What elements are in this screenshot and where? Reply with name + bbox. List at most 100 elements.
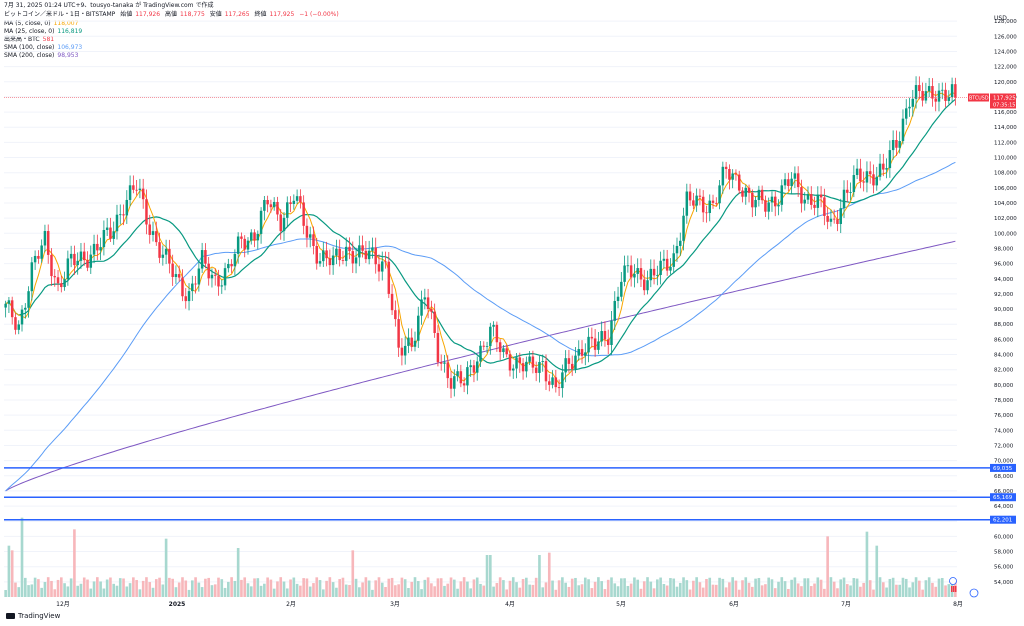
candle-body xyxy=(246,240,250,250)
candle-body xyxy=(715,202,718,204)
volume-bar xyxy=(819,579,823,597)
candle-body xyxy=(322,250,325,262)
volume-bar xyxy=(37,579,40,597)
candle-body xyxy=(606,339,610,345)
candle-body xyxy=(276,201,279,215)
volume-bar xyxy=(459,581,463,597)
candle-body xyxy=(665,258,669,271)
candle-body xyxy=(371,247,374,251)
candle-body xyxy=(56,277,60,284)
volume-bar xyxy=(410,581,414,597)
candle-body xyxy=(439,362,443,364)
candle-body xyxy=(626,265,630,267)
volume-bar xyxy=(737,589,741,597)
volume-bar xyxy=(315,577,319,597)
volume-bar xyxy=(734,580,738,597)
candle-body xyxy=(751,192,754,208)
candle-body xyxy=(767,202,770,212)
volume-bar xyxy=(832,581,836,597)
volume-bar xyxy=(312,583,315,597)
candle-body xyxy=(122,214,125,216)
ohlc-legend[interactable]: ビットコイン／米ドル・1日・BITSTAMP 始値 117,926 高値 118,7… xyxy=(4,11,342,19)
tradingview-logo[interactable]: TradingView xyxy=(6,612,60,620)
volume-bar xyxy=(770,579,774,597)
volume-bar xyxy=(551,580,554,597)
event-flag-icon xyxy=(951,586,953,592)
volume-bar xyxy=(724,587,728,597)
level-price-text: 65,169 xyxy=(993,495,1013,501)
volume-bar xyxy=(672,578,676,597)
candle-body xyxy=(207,263,210,279)
indicator-value: 116,819 xyxy=(57,28,83,35)
candle-body xyxy=(806,194,810,200)
candle-body xyxy=(826,215,829,222)
candle-body xyxy=(27,291,30,308)
candle-body xyxy=(331,255,335,266)
candle-body xyxy=(279,214,282,232)
candle-body xyxy=(780,185,784,205)
volume-bar xyxy=(66,586,70,597)
last-price-tag xyxy=(990,93,1016,109)
change-value: −1 (−0.00%) xyxy=(299,11,339,18)
volume-bar xyxy=(46,577,50,597)
volume-bar xyxy=(125,586,129,597)
volume-bar xyxy=(236,548,240,597)
volume-bar xyxy=(692,580,695,597)
candle-body xyxy=(898,141,901,148)
candle-body xyxy=(597,341,600,350)
indicator-sma100[interactable]: SMA (100, close) 106,973 xyxy=(4,44,85,52)
candle-body xyxy=(403,345,407,356)
level-price-text: 62,201 xyxy=(993,518,1012,524)
candle-body xyxy=(941,89,944,91)
volume-bar xyxy=(940,578,944,597)
candle-body xyxy=(200,250,204,269)
indicator-sma200[interactable]: SMA (200, close) 98,953 xyxy=(4,52,81,60)
symbol-name[interactable]: ビットコイン／米ドル・1日・BITSTAMP xyxy=(4,11,116,18)
candle-body xyxy=(954,84,957,98)
volume-bar xyxy=(361,582,364,597)
candle-body xyxy=(803,199,806,204)
candle-body xyxy=(931,86,934,99)
volume-bar xyxy=(73,529,76,597)
volume-bar xyxy=(416,581,420,597)
volume-bar xyxy=(646,577,649,597)
candle-body xyxy=(318,261,322,264)
volume-bar xyxy=(40,587,43,597)
volume-bar xyxy=(554,589,558,597)
volume-bar xyxy=(583,577,587,597)
volume-bar xyxy=(371,589,374,597)
indicator-ma5[interactable]: MA (5, close, 0) 118,007 xyxy=(4,20,81,28)
candle-body xyxy=(557,387,561,389)
volume-bar xyxy=(423,579,427,597)
volume-bar xyxy=(790,579,793,597)
volume-bar xyxy=(751,586,754,597)
volume-bar xyxy=(89,588,93,597)
volume-bar xyxy=(944,585,947,597)
candle-body xyxy=(50,254,53,277)
volume-bar xyxy=(472,579,476,597)
volume-bar xyxy=(564,582,567,597)
candle-body xyxy=(338,248,341,261)
candle-body xyxy=(76,260,79,266)
candle-body xyxy=(361,245,364,251)
candle-body xyxy=(862,181,865,183)
volume-bar xyxy=(344,584,348,597)
volume-bar xyxy=(148,582,152,597)
candle-body xyxy=(46,231,50,255)
volume-bar xyxy=(629,583,633,597)
candle-body xyxy=(646,280,649,291)
candle-body xyxy=(295,196,299,201)
volume-bar xyxy=(865,531,869,597)
volume-bar xyxy=(135,579,138,597)
candle-body xyxy=(151,231,155,235)
candle-body xyxy=(377,264,381,272)
volume-bar xyxy=(187,589,191,597)
candle-body xyxy=(358,245,361,258)
indicator-ma25[interactable]: MA (25, close, 0) 116,819 xyxy=(4,28,85,36)
candle-body xyxy=(718,185,721,204)
indicator-volume[interactable]: 出来高・BTC 581 xyxy=(4,36,57,44)
candle-body xyxy=(305,225,309,238)
volume-bar xyxy=(904,578,908,597)
